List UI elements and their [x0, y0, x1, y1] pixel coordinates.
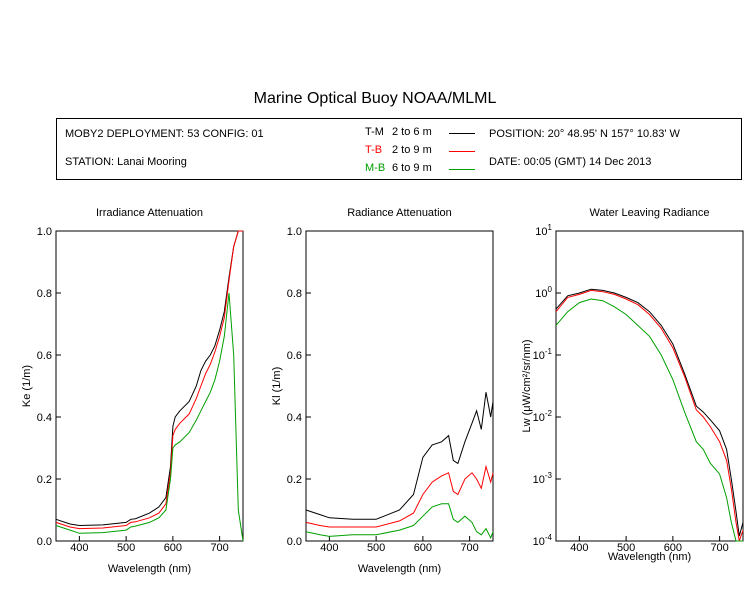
y-tick-label: 1.0	[37, 226, 52, 238]
x-tick-label: 600	[664, 542, 682, 554]
legend-range-tb: 2 to 9 m	[392, 144, 432, 156]
y-tick-label: 0.0	[37, 536, 52, 548]
y-tick-label: 0.6	[287, 350, 302, 362]
info-box: MOBY2 DEPLOYMENT: 53 CONFIG: 01 STATION:…	[56, 118, 742, 180]
chart-frame	[305, 230, 494, 542]
y-axis-label: Kl (1/m)	[271, 367, 283, 406]
series-line-t-b	[555, 289, 744, 542]
x-tick-label: 600	[414, 542, 432, 554]
x-tick-label: 700	[460, 542, 478, 554]
y-tick-label: 10-3	[533, 471, 553, 486]
series-line-t-b	[305, 464, 494, 528]
chart-frame	[555, 230, 744, 542]
position-text: POSITION: 20° 48.95' N 157° 10.83' W	[489, 128, 680, 140]
legend-swatch-tm	[449, 133, 475, 134]
x-tick-label: 400	[320, 542, 338, 554]
x-tick-label: 500	[367, 542, 385, 554]
x-axis-label: Wavelength (nm)	[108, 563, 191, 575]
y-tick-label: 10-2	[533, 409, 553, 424]
legend-swatch-mb	[449, 169, 475, 170]
y-tick-label: 100	[535, 285, 552, 300]
chart-title: Radiance Attenuation	[347, 207, 452, 219]
y-tick-label: 0.8	[37, 288, 52, 300]
x-axis-label: Wavelength (nm)	[608, 551, 691, 563]
date-text: DATE: 00:05 (GMT) 14 Dec 2013	[489, 156, 652, 168]
y-tick-label: 0.4	[287, 412, 302, 424]
series-line-t-m	[305, 392, 494, 520]
station-text: STATION: Lanai Mooring	[65, 156, 187, 168]
y-tick-label: 10-1	[533, 347, 553, 362]
series-line-m-b	[55, 292, 244, 542]
legend-code-tb: T-B	[365, 144, 383, 156]
y-tick-label: 0.8	[287, 288, 302, 300]
y-tick-label: 0.2	[37, 474, 52, 486]
chart-title: Irradiance Attenuation	[96, 207, 203, 219]
y-tick-label: 101	[535, 223, 552, 238]
y-tick-label: 0.6	[37, 350, 52, 362]
x-tick-label: 700	[210, 542, 228, 554]
y-axis-label: Lw (μW/cm²/sr/nm)	[521, 339, 533, 432]
x-tick-label: 500	[117, 542, 135, 554]
x-tick-label: 400	[70, 542, 88, 554]
y-tick-label: 0.0	[287, 536, 302, 548]
x-tick-label: 600	[164, 542, 182, 554]
series-line-t-m	[55, 230, 243, 527]
series-line-t-m	[555, 288, 744, 537]
legend-range-tm: 2 to 6 m	[392, 126, 432, 138]
legend-code-mb: M-B	[365, 162, 386, 174]
series-line-m-b	[305, 503, 494, 540]
legend-code-tm: T-M	[365, 126, 384, 138]
y-tick-label: 0.4	[37, 412, 52, 424]
x-tick-label: 700	[710, 542, 728, 554]
chart-title: Water Leaving Radiance	[589, 207, 709, 219]
legend-swatch-tb	[449, 151, 475, 152]
deployment-text: MOBY2 DEPLOYMENT: 53 CONFIG: 01	[65, 128, 264, 140]
series-line-m-b	[555, 298, 743, 542]
x-axis-label: Wavelength (nm)	[358, 563, 441, 575]
x-tick-label: 400	[570, 542, 588, 554]
x-tick-label: 500	[617, 542, 635, 554]
y-tick-label: 10-4	[533, 533, 553, 548]
y-tick-label: 0.2	[287, 474, 302, 486]
y-tick-label: 1.0	[287, 226, 302, 238]
y-axis-label: Ke (1/m)	[21, 365, 33, 407]
series-line-t-b	[55, 230, 243, 530]
chart-frame	[55, 230, 244, 542]
legend-range-mb: 6 to 9 m	[392, 162, 432, 174]
page-title: Marine Optical Buoy NOAA/MLML	[253, 90, 497, 107]
